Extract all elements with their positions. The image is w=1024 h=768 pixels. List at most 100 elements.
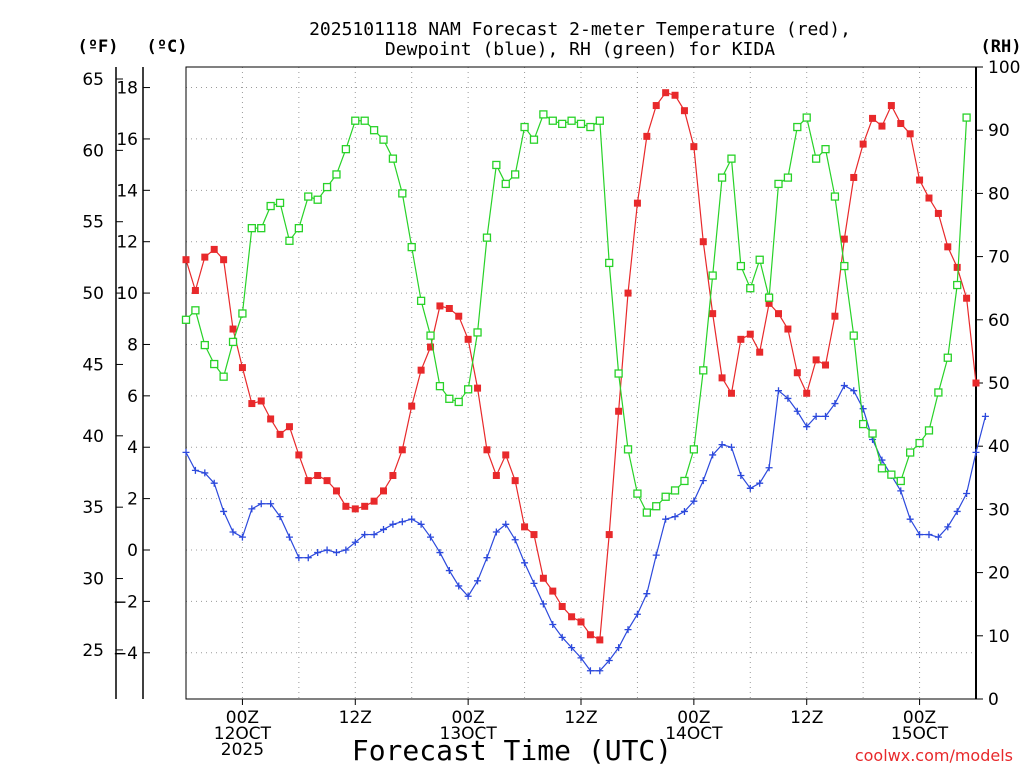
dewpoint-point bbox=[295, 554, 303, 562]
rh-tick-label: 80 bbox=[988, 184, 1010, 204]
temperature-point bbox=[615, 407, 623, 415]
temperature-point bbox=[502, 451, 510, 459]
dewpoint-point bbox=[191, 466, 199, 474]
dewpoint-point bbox=[474, 577, 482, 585]
rh-point bbox=[699, 366, 708, 375]
dewpoint-point bbox=[370, 531, 378, 539]
temperature-point bbox=[445, 304, 453, 312]
temperature-point bbox=[963, 294, 971, 302]
fahrenheit-unit-label: (ºF) bbox=[78, 37, 119, 57]
rh-point bbox=[652, 502, 661, 511]
rh-point bbox=[755, 255, 764, 264]
rh-point bbox=[934, 388, 943, 397]
rh-unit-label: (RH) bbox=[981, 37, 1022, 57]
dewpoint-point bbox=[737, 471, 745, 479]
dewpoint-point bbox=[586, 667, 594, 675]
dewpoint-point bbox=[906, 515, 914, 523]
temperature-point bbox=[483, 446, 491, 454]
dewpoint-point bbox=[765, 464, 773, 472]
dewpoint-point bbox=[662, 515, 670, 523]
rh-tick-label: 10 bbox=[988, 627, 1010, 647]
x-tick-label: 00Z bbox=[226, 708, 259, 728]
temperature-point bbox=[238, 364, 246, 372]
rh-point bbox=[407, 242, 416, 252]
temperature-point bbox=[295, 451, 303, 459]
temperature-point bbox=[342, 502, 350, 510]
rh-point bbox=[576, 119, 586, 129]
temperature-point bbox=[784, 325, 792, 333]
temperature-point bbox=[530, 531, 538, 539]
dewpoint-point bbox=[953, 507, 961, 515]
rh-point bbox=[802, 113, 811, 122]
temperature-point bbox=[436, 302, 444, 310]
rh-point bbox=[962, 113, 971, 122]
rh-point bbox=[416, 296, 426, 305]
chart-title-line-2: Dewpoint (blue), RH (green) for KIDA bbox=[385, 39, 775, 60]
rh-tick-label: 90 bbox=[988, 121, 1010, 141]
rh-point bbox=[793, 122, 802, 132]
rh-point bbox=[708, 271, 717, 280]
dewpoint-point bbox=[436, 549, 444, 557]
temperature-point bbox=[586, 631, 594, 639]
temperature-point bbox=[934, 209, 942, 217]
x-tick-label: 00Z bbox=[452, 708, 485, 728]
temperature-point bbox=[427, 343, 435, 351]
celsius-unit-label: (ºC) bbox=[147, 37, 188, 57]
chart-title-line-1: 2025101118 NAM Forecast 2-meter Temperat… bbox=[309, 19, 851, 40]
rh-point bbox=[304, 192, 313, 201]
temperature-point bbox=[953, 263, 961, 271]
dewpoint-point bbox=[699, 477, 707, 485]
rh-point bbox=[501, 179, 510, 189]
rh-point bbox=[661, 492, 670, 501]
temperature-point bbox=[417, 366, 425, 374]
temperature-point bbox=[492, 471, 500, 479]
dewpoint-point bbox=[718, 441, 726, 449]
rh-point bbox=[285, 236, 294, 245]
temperature-point bbox=[633, 199, 641, 207]
rh-point bbox=[322, 182, 332, 192]
rh-point bbox=[191, 306, 200, 315]
temperature-point bbox=[746, 330, 754, 338]
temperature-point bbox=[558, 603, 566, 611]
temperature-point bbox=[549, 587, 557, 595]
dewpoint-point bbox=[727, 443, 735, 451]
dewpoint-point bbox=[464, 592, 472, 600]
dewpoint-point bbox=[680, 507, 688, 515]
temperature-point bbox=[699, 238, 707, 246]
rh-tick-label: 20 bbox=[988, 564, 1010, 584]
rh-point bbox=[388, 154, 398, 163]
dewpoint-point bbox=[323, 546, 331, 554]
rh-point bbox=[266, 201, 275, 211]
x-tick-label: 13OCT bbox=[440, 724, 498, 744]
rh-point bbox=[511, 170, 520, 179]
rh-point bbox=[454, 397, 463, 407]
rh-point bbox=[247, 224, 256, 233]
dewpoint-point bbox=[417, 520, 425, 528]
dewpoint-point bbox=[605, 656, 613, 664]
x-tick-label: 12Z bbox=[790, 708, 823, 728]
rh-point bbox=[623, 445, 633, 454]
temperature-point bbox=[464, 335, 472, 343]
temperature-point bbox=[812, 356, 820, 364]
temperature-point bbox=[831, 312, 839, 320]
dewpoint-point bbox=[840, 382, 848, 390]
rh-point bbox=[567, 116, 576, 125]
temperature-point bbox=[408, 402, 416, 410]
temperature-point bbox=[605, 531, 613, 539]
temperature-point bbox=[191, 287, 199, 295]
temperature-point bbox=[568, 613, 576, 621]
dewpoint-point bbox=[220, 507, 228, 515]
temperature-point bbox=[210, 245, 218, 253]
temperature-point bbox=[182, 256, 190, 264]
temperature-point bbox=[596, 636, 604, 644]
temperature-point bbox=[539, 574, 547, 582]
rh-point bbox=[924, 426, 934, 435]
rh-point bbox=[369, 126, 379, 135]
temperature-point bbox=[690, 143, 698, 151]
dewpoint-point bbox=[285, 533, 293, 541]
rh-point bbox=[821, 145, 830, 154]
rh-point bbox=[379, 135, 388, 144]
dewpoint-point bbox=[633, 610, 641, 618]
dewpoint-point bbox=[539, 600, 547, 608]
